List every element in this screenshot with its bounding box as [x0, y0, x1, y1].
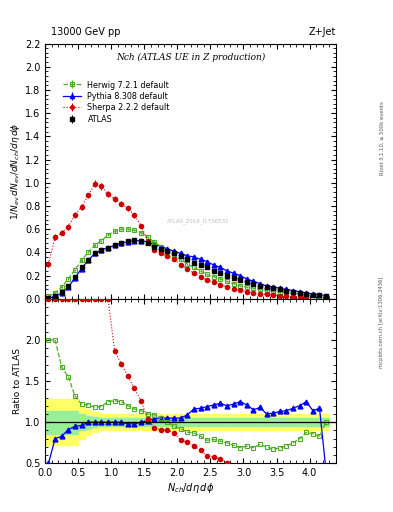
Text: 13000 GeV pp: 13000 GeV pp	[51, 27, 121, 37]
Text: ATLAS_2019_I1736531: ATLAS_2019_I1736531	[167, 218, 230, 224]
Y-axis label: $1/N_{ev}\,dN_{ev}/dN_{ch}/d\eta\,d\phi$: $1/N_{ev}\,dN_{ev}/dN_{ch}/d\eta\,d\phi$	[9, 122, 22, 220]
X-axis label: $N_{ch}/d\eta\,d\phi$: $N_{ch}/d\eta\,d\phi$	[167, 481, 214, 495]
Text: Rivet 3.1.10, ≥ 500k events: Rivet 3.1.10, ≥ 500k events	[380, 101, 384, 175]
Legend: Herwig 7.2.1 default, Pythia 8.308 default, Sherpa 2.2.2 default, ATLAS: Herwig 7.2.1 default, Pythia 8.308 defau…	[61, 78, 172, 126]
Text: mcplots.cern.ch [arXiv:1306.3436]: mcplots.cern.ch [arXiv:1306.3436]	[380, 277, 384, 368]
Text: Nch (ATLAS UE in Z production): Nch (ATLAS UE in Z production)	[116, 52, 265, 61]
Text: Z+Jet: Z+Jet	[309, 27, 336, 37]
Y-axis label: Ratio to ATLAS: Ratio to ATLAS	[13, 348, 22, 414]
